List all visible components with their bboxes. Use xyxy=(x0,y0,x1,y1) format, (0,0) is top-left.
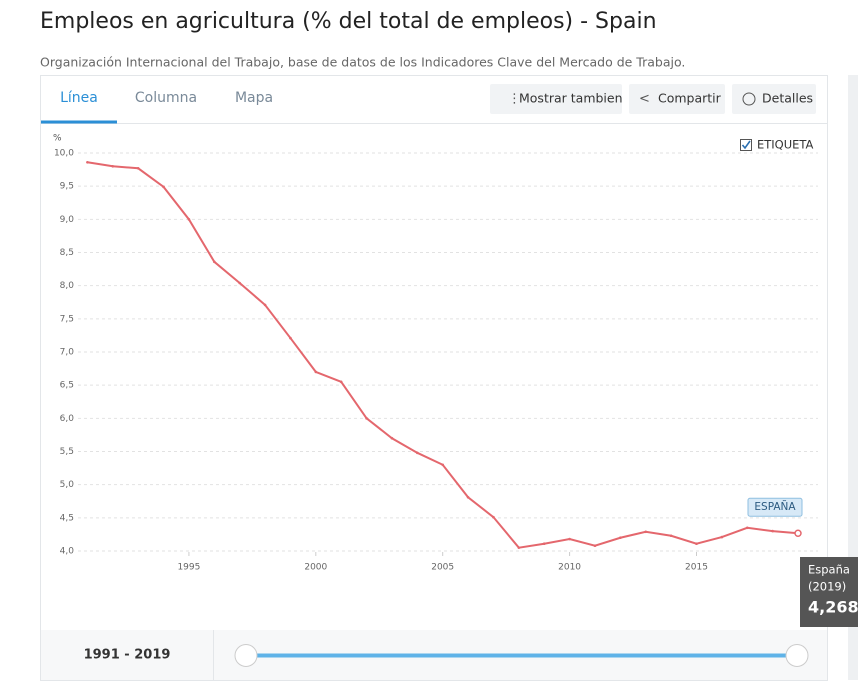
checkmark xyxy=(741,140,751,150)
data-point xyxy=(86,160,89,164)
data-point xyxy=(644,530,648,534)
range-label: 1991 - 2019 xyxy=(84,648,171,663)
tab[interactable]: Línea xyxy=(60,90,98,106)
data-point xyxy=(238,281,241,285)
button[interactable] xyxy=(732,84,816,114)
button[interactable] xyxy=(629,84,725,114)
checkbox-label[interactable]: ETIQUETA xyxy=(757,138,814,152)
tooltip xyxy=(800,557,858,627)
button-icon xyxy=(742,92,756,106)
y-tick-label: 6,0 xyxy=(60,414,75,424)
button-icon: < xyxy=(639,92,650,107)
data-point xyxy=(669,534,673,538)
tab[interactable]: Columna xyxy=(135,90,197,106)
data-point xyxy=(263,303,267,307)
checkbox[interactable] xyxy=(740,139,752,151)
y-unit: % xyxy=(53,134,62,144)
data-point xyxy=(517,546,521,549)
x-tick-label: 2010 xyxy=(558,563,581,573)
button-label[interactable]: Mostrar tambien xyxy=(519,91,623,106)
legend-box xyxy=(747,497,803,517)
data-point xyxy=(492,515,495,519)
y-tick-label: 5,5 xyxy=(60,447,74,457)
data-point xyxy=(745,526,749,530)
range-handle[interactable] xyxy=(234,644,258,667)
range-handle[interactable] xyxy=(785,644,809,667)
y-tick-label: 7,5 xyxy=(60,314,74,324)
data-point xyxy=(695,542,698,546)
tooltip-value: 4,268 xyxy=(808,598,858,617)
button[interactable] xyxy=(490,84,622,114)
page-title: Empleos en agricultura (% del total de e… xyxy=(40,9,657,34)
data-point xyxy=(365,417,368,420)
y-tick-label: 8,0 xyxy=(60,281,75,291)
data-point xyxy=(416,451,419,455)
y-tick-label: 9,0 xyxy=(60,215,75,225)
data-point xyxy=(162,185,165,189)
data-point xyxy=(339,380,343,384)
data-point xyxy=(111,164,115,168)
y-tick-label: 9,5 xyxy=(60,182,74,192)
data-point xyxy=(794,529,802,537)
button-label[interactable]: Detalles xyxy=(762,91,813,106)
y-tick-label: 4,5 xyxy=(60,513,74,523)
chart-card xyxy=(40,75,828,681)
x-tick-label: 1995 xyxy=(177,563,200,573)
y-tick-label: 6,5 xyxy=(60,381,74,391)
tooltip-period: (2019) xyxy=(808,580,846,594)
y-tick-label: 7,0 xyxy=(60,348,75,358)
y-tick-label: 5,0 xyxy=(60,480,75,490)
data-point xyxy=(136,166,140,170)
data-point xyxy=(466,495,470,499)
button-label[interactable]: Compartir xyxy=(658,91,722,106)
data-point xyxy=(619,536,622,540)
data-point xyxy=(720,535,724,539)
data-point xyxy=(593,544,597,547)
x-tick-label: 2000 xyxy=(304,563,327,573)
data-point xyxy=(390,436,394,440)
data-point xyxy=(314,370,318,374)
tab[interactable]: Mapa xyxy=(235,90,273,106)
legend-label: ESPAÑA xyxy=(754,500,796,513)
subtitle: Organización Internacional del Trabajo, … xyxy=(40,55,685,70)
data-point xyxy=(771,529,774,533)
data-point xyxy=(289,336,292,340)
tooltip-name: España xyxy=(808,563,850,577)
data-point xyxy=(187,218,191,221)
data-point xyxy=(542,542,546,546)
x-tick-label: 2015 xyxy=(685,563,708,573)
data-point xyxy=(441,463,445,467)
button-icon: ⋮ xyxy=(508,92,521,107)
y-tick-label: 10,0 xyxy=(54,149,74,159)
data-point xyxy=(212,260,216,264)
y-tick-label: 8,5 xyxy=(60,248,74,258)
y-tick-label: 4,0 xyxy=(60,547,75,557)
data-point xyxy=(568,537,571,541)
x-tick-label: 2005 xyxy=(431,563,454,573)
side-panel xyxy=(848,75,858,680)
